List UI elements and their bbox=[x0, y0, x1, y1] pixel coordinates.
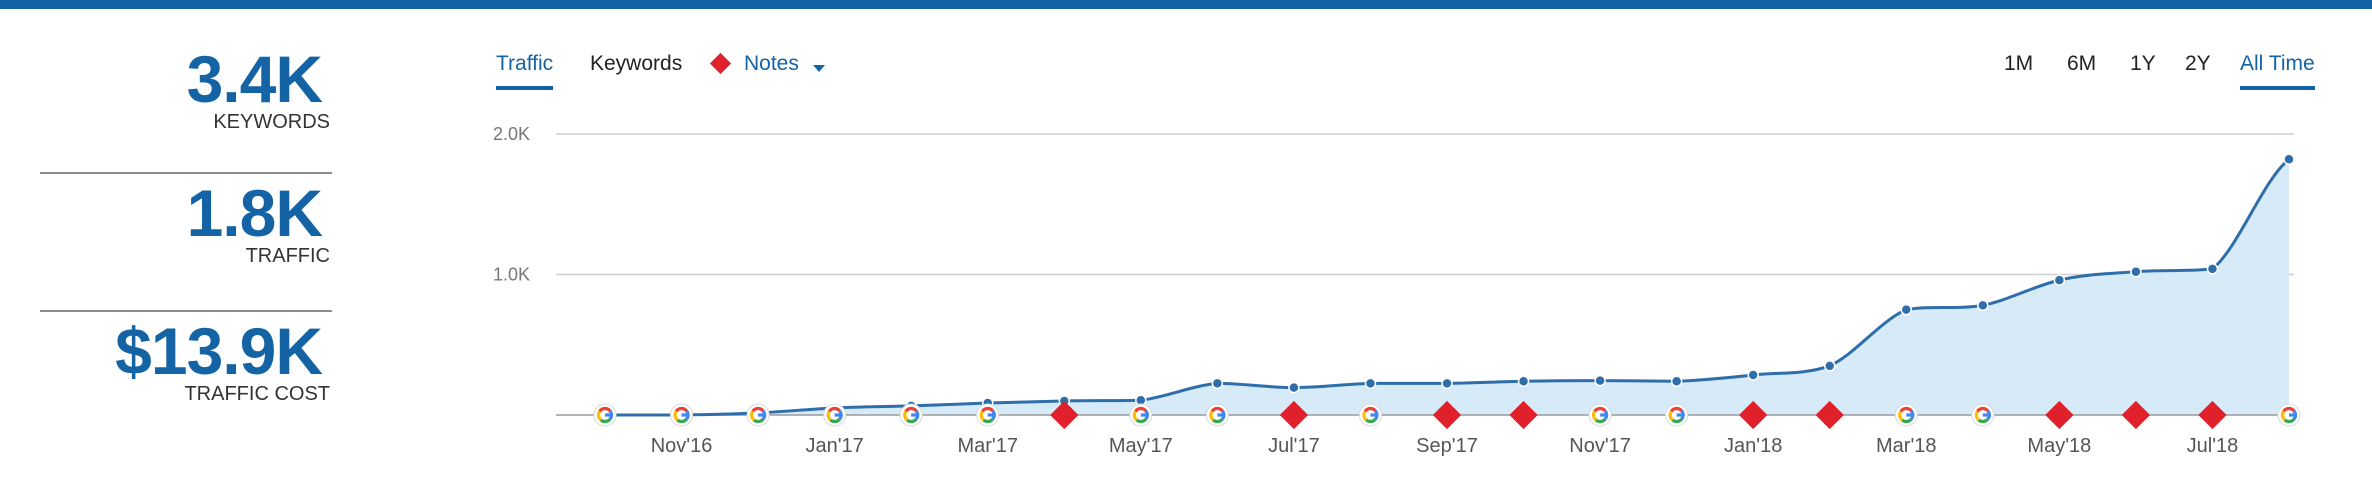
google-update-icon[interactable] bbox=[746, 403, 770, 427]
note-marker-icon[interactable] bbox=[1432, 400, 1462, 430]
data-point[interactable] bbox=[1670, 375, 1683, 388]
traffic-label: TRAFFIC bbox=[245, 245, 330, 267]
keywords-stat[interactable]: 3.4K KEYWORDS bbox=[40, 36, 332, 172]
data-point[interactable] bbox=[1211, 377, 1224, 390]
range-1y[interactable]: 1Y bbox=[2130, 52, 2156, 75]
time-range-selector: 1M 6M 1Y 2Y All Time bbox=[2004, 52, 2344, 92]
google-update-icon[interactable] bbox=[1205, 403, 1229, 427]
x-tick-label: Mar'17 bbox=[957, 435, 1018, 457]
data-point[interactable] bbox=[1517, 375, 1530, 388]
traffic-line bbox=[605, 158, 2290, 417]
data-point[interactable] bbox=[1441, 377, 1453, 390]
traffic-cost-stat[interactable]: $13.9K TRAFFIC COST bbox=[40, 310, 332, 448]
x-tick-label: Jul'18 bbox=[2187, 435, 2239, 457]
google-update-icon[interactable] bbox=[1971, 403, 1995, 427]
keywords-label: KEYWORDS bbox=[213, 111, 330, 133]
data-point[interactable] bbox=[1594, 374, 1606, 387]
google-update-icon[interactable] bbox=[899, 403, 923, 427]
note-marker-icon[interactable] bbox=[1509, 400, 1538, 430]
note-marker-icon[interactable] bbox=[1050, 400, 1079, 430]
google-update-icon[interactable] bbox=[1894, 403, 1918, 427]
data-point[interactable] bbox=[2053, 274, 2066, 286]
google-update-icon[interactable] bbox=[1665, 403, 1689, 427]
google-update-icon[interactable] bbox=[823, 403, 847, 427]
traffic-value: 1.8K bbox=[186, 176, 323, 250]
summary-stats: 3.4K KEYWORDS 1.8K TRAFFIC $13.9K TRAFFI… bbox=[40, 36, 332, 448]
note-marker-icon[interactable] bbox=[2121, 400, 2151, 430]
data-point[interactable] bbox=[2130, 265, 2142, 278]
tab-keywords[interactable]: Keywords bbox=[590, 52, 683, 75]
google-update-icon[interactable] bbox=[593, 403, 617, 427]
data-point[interactable] bbox=[2206, 263, 2219, 275]
chart-grid bbox=[556, 133, 2294, 276]
note-marker-icon[interactable] bbox=[1815, 400, 1844, 430]
x-tick-label: Jul'17 bbox=[1268, 435, 1320, 457]
data-point[interactable] bbox=[1900, 303, 1913, 316]
event-markers bbox=[593, 400, 2301, 430]
y-tick-label: 2.0K bbox=[493, 124, 530, 144]
data-point[interactable] bbox=[1823, 360, 1836, 372]
google-update-icon[interactable] bbox=[976, 403, 1000, 427]
tab-traffic[interactable]: Traffic bbox=[496, 52, 554, 90]
google-update-icon[interactable] bbox=[670, 403, 694, 427]
x-tick-label: May'18 bbox=[2027, 435, 2091, 457]
x-tick-label: Nov'16 bbox=[651, 435, 713, 457]
x-tick-label: Mar'18 bbox=[1876, 435, 1937, 457]
note-marker-icon[interactable] bbox=[2045, 400, 2074, 430]
keywords-value: 3.4K bbox=[186, 42, 323, 116]
traffic-stat[interactable]: 1.8K TRAFFIC bbox=[40, 172, 332, 310]
x-tick-label: Sep'17 bbox=[1416, 435, 1478, 457]
x-tick-label: Jan'17 bbox=[805, 435, 863, 457]
range-2y[interactable]: 2Y bbox=[2185, 52, 2211, 75]
x-tick-label: Nov'17 bbox=[1569, 435, 1631, 457]
x-axis-labels: Nov'16 Jan'17 Mar'17 May'17 Jul'17 Sep'17 Nov'… bbox=[651, 435, 2239, 457]
google-update-icon[interactable] bbox=[2277, 403, 2301, 427]
y-tick-label: 1.0K bbox=[493, 265, 530, 285]
data-point[interactable] bbox=[1364, 377, 1377, 390]
note-marker-icon[interactable] bbox=[1739, 400, 1768, 430]
data-point[interactable] bbox=[1747, 369, 1759, 381]
data-point[interactable] bbox=[2283, 153, 2295, 166]
y-axis-labels: 1.0K 2.0K bbox=[493, 124, 530, 285]
range-1m[interactable]: 1M bbox=[2004, 52, 2034, 75]
data-point[interactable] bbox=[1977, 299, 1989, 312]
note-marker-icon[interactable] bbox=[2198, 400, 2227, 430]
data-point[interactable] bbox=[1288, 381, 1300, 394]
traffic-area bbox=[605, 159, 2289, 415]
traffic-cost-label: TRAFFIC COST bbox=[184, 383, 330, 405]
google-update-icon[interactable] bbox=[1588, 403, 1612, 427]
x-tick-label: Jan'18 bbox=[1724, 435, 1782, 457]
range-6m[interactable]: 6M bbox=[2067, 52, 2097, 75]
note-marker-icon[interactable] bbox=[1279, 400, 1309, 430]
notes-dropdown[interactable]: Notes bbox=[744, 52, 799, 75]
x-tick-label: May'17 bbox=[1109, 435, 1173, 457]
top-accent-bar bbox=[0, 0, 2372, 9]
range-all-time[interactable]: All Time bbox=[2240, 52, 2315, 90]
traffic-cost-value: $13.9K bbox=[115, 314, 323, 388]
google-update-icon[interactable] bbox=[1358, 403, 1382, 427]
chevron-down-icon bbox=[813, 65, 825, 72]
google-update-icon[interactable] bbox=[1129, 403, 1153, 427]
